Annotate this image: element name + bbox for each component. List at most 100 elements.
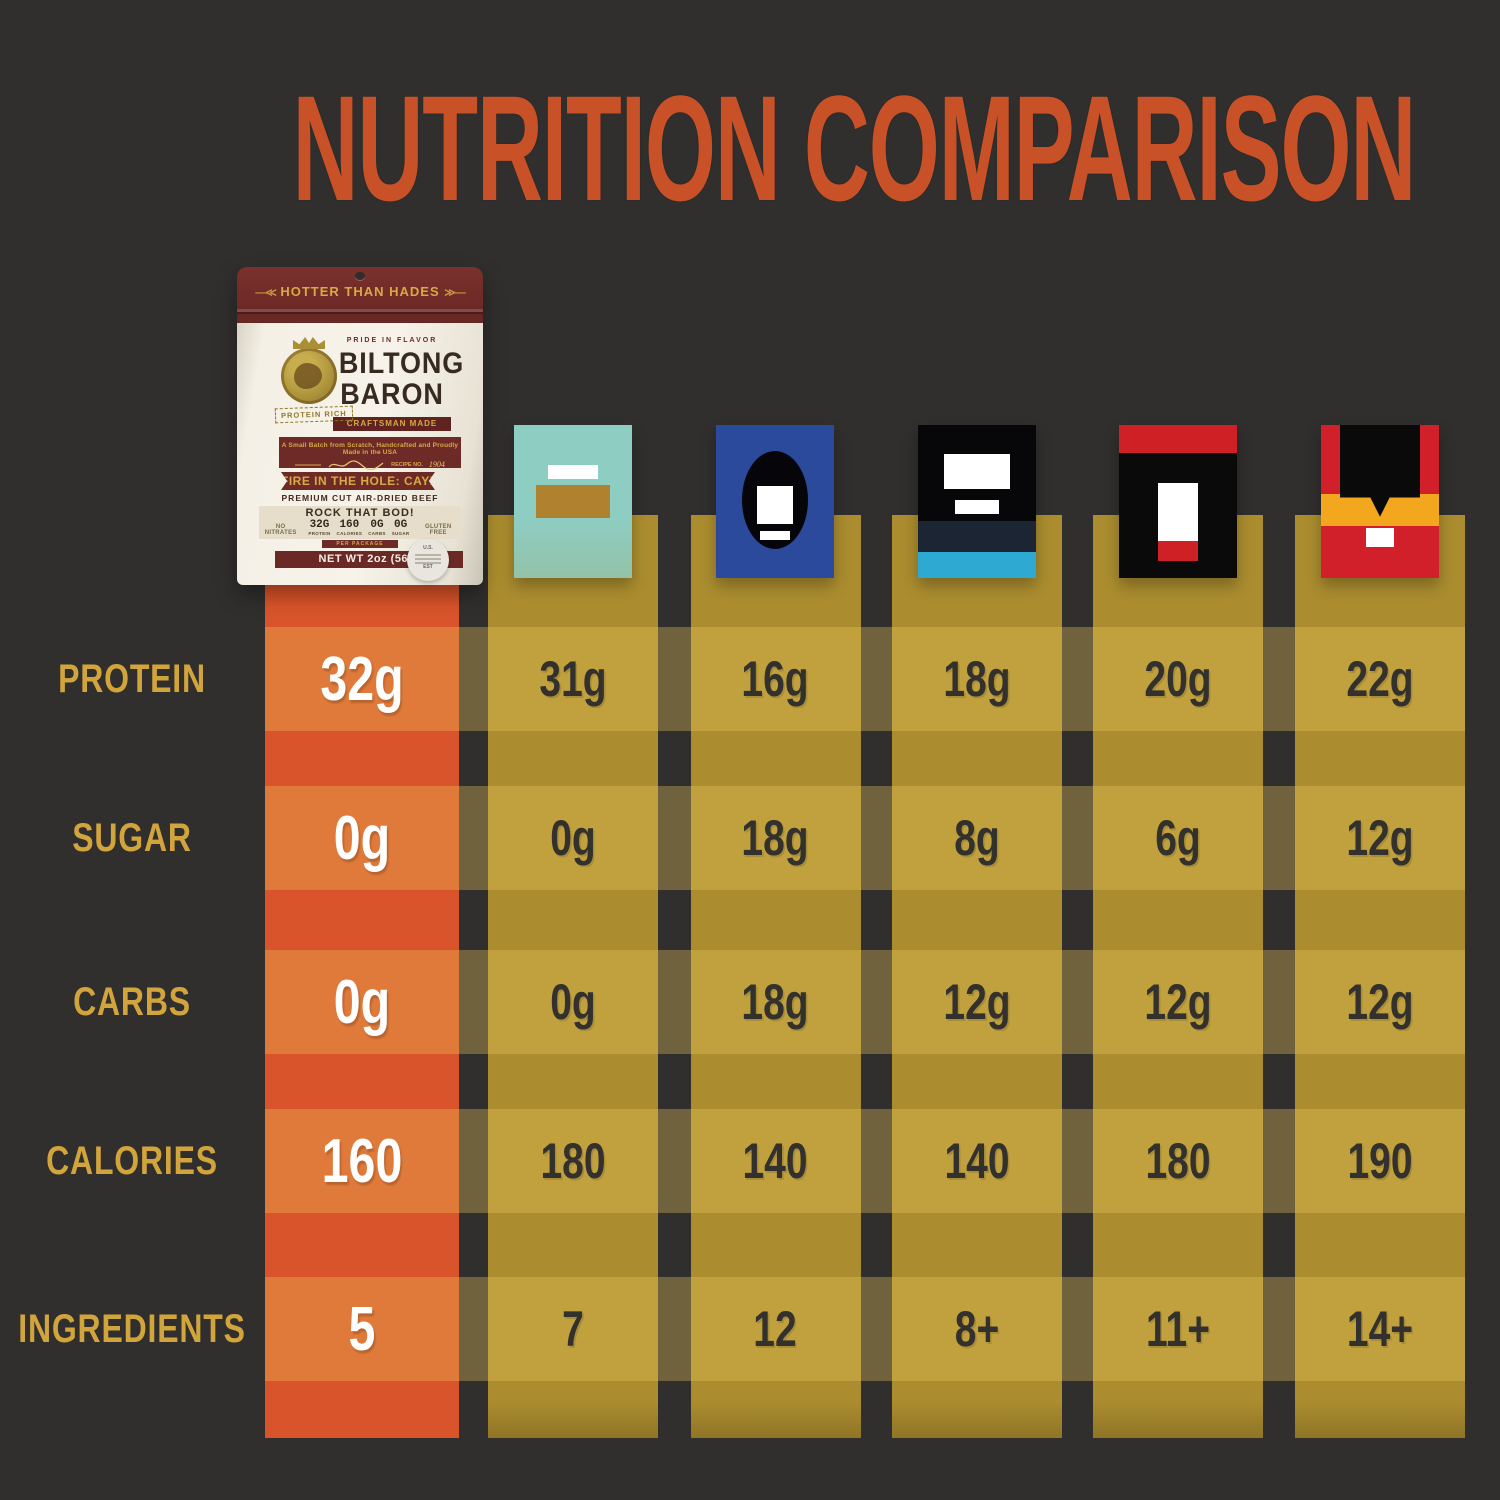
product-bag: —≪ HOTTER THAN HADES ≫— PRIDE IN FLAVOR … bbox=[237, 267, 483, 585]
nutrition-callout-band: ROCK THAT BOD! NO NITRATES 32G PROTEIN 1… bbox=[259, 506, 461, 539]
cell-protein-comp2: 16g bbox=[741, 651, 809, 707]
cell-carbs-comp4: 12g bbox=[1144, 974, 1212, 1030]
cell-calories-comp3: 140 bbox=[944, 1133, 1010, 1189]
row-label-calories: CALORIES bbox=[46, 1138, 218, 1183]
recipe-number: 1904 bbox=[428, 460, 445, 469]
competitor1-window bbox=[536, 484, 610, 519]
cell-calories-comp2: 140 bbox=[742, 1133, 808, 1189]
cell-sugar-comp5: 12g bbox=[1346, 810, 1414, 866]
brand-wordmark-line2: BARON bbox=[340, 378, 444, 411]
competitor3-label-bar bbox=[954, 499, 1000, 514]
left-arrow-ornament-icon: —≪ bbox=[255, 287, 276, 299]
cell-sugar-comp4: 6g bbox=[1155, 810, 1201, 866]
craftsman-made-banner: CRAFTSMAN MADE bbox=[333, 417, 451, 431]
hotter-than-hades-text: HOTTER THAN HADES bbox=[280, 284, 440, 299]
competitor3-label-block bbox=[943, 454, 1011, 490]
cell-calories-product: 160 bbox=[321, 1126, 403, 1196]
cell-ingredients-product: 5 bbox=[348, 1294, 376, 1364]
usda-stamp-line bbox=[415, 553, 441, 556]
cell-ingredients-comp4: 11+ bbox=[1145, 1301, 1211, 1357]
stat-carbs: 0G CARBS bbox=[368, 519, 386, 536]
stat-calories: 160 CALORIES bbox=[336, 519, 363, 536]
cell-calories-comp1: 180 bbox=[540, 1133, 606, 1189]
cell-ingredients-comp3: 8+ bbox=[954, 1301, 1000, 1357]
row-band-sugar bbox=[265, 786, 1465, 890]
cell-carbs-comp2: 18g bbox=[741, 974, 809, 1030]
cell-ingredients-comp2: 12 bbox=[753, 1301, 797, 1357]
zipper-seal bbox=[237, 309, 483, 312]
row-label-carbs: CARBS bbox=[73, 979, 191, 1024]
stat-sugar: 0G SUGAR bbox=[391, 519, 410, 536]
competitor-column-strip-3 bbox=[892, 515, 1062, 1438]
usda-stamp-line bbox=[415, 561, 441, 564]
flavor-ribbon: FIRE IN THE HOLE: CAYENNE bbox=[281, 472, 466, 490]
competitor2-label-block bbox=[757, 486, 793, 525]
nutrition-stats-row: NO NITRATES 32G PROTEIN 160 CALORIES 0G … bbox=[259, 520, 461, 537]
small-batch-text: A Small Batch from Scratch, Handcrafted … bbox=[281, 442, 459, 456]
bag-top-banner: —≪ HOTTER THAN HADES ≫— bbox=[237, 267, 483, 323]
usda-stamp-line bbox=[415, 557, 441, 560]
competitor-bag-teal-icon bbox=[514, 425, 632, 578]
signature-squiggle-icon bbox=[328, 460, 384, 470]
competitor4-window bbox=[1157, 483, 1199, 542]
cell-carbs-comp1: 0g bbox=[550, 974, 596, 1030]
row-label-protein: PROTEIN bbox=[58, 656, 206, 701]
stat-protein: 32G PROTEIN bbox=[308, 519, 331, 536]
competitor-column-strip-2 bbox=[691, 515, 861, 1438]
signature-row: RECIPE NO. 1904 bbox=[279, 459, 461, 470]
usda-stamp-top-text: U.S. bbox=[423, 545, 433, 551]
rock-that-bod-headline: ROCK THAT BOD! bbox=[305, 507, 415, 519]
product-type-text: PREMIUM CUT AIR-DRIED BEEF bbox=[281, 493, 439, 503]
gluten-free-badge: GLUTEN FREE bbox=[425, 524, 452, 536]
cell-carbs-product: 0g bbox=[333, 967, 391, 1037]
protein-rich-stamp: PROTEIN RICH bbox=[274, 405, 354, 424]
page-title: NUTRITION COMPARISON bbox=[292, 64, 1417, 232]
cell-carbs-comp5: 12g bbox=[1346, 974, 1414, 1030]
competitor5-window bbox=[1365, 527, 1395, 548]
right-arrow-ornament-icon: ≫— bbox=[444, 287, 465, 299]
competitor2-label-bar bbox=[759, 530, 791, 540]
cell-calories-comp5: 190 bbox=[1347, 1133, 1413, 1189]
cell-sugar-comp3: 8g bbox=[954, 810, 1000, 866]
cell-protein-comp1: 31g bbox=[539, 651, 607, 707]
small-batch-strip: A Small Batch from Scratch, Handcrafted … bbox=[279, 437, 461, 470]
cell-sugar-product: 0g bbox=[333, 803, 391, 873]
competitor1-label-bar bbox=[548, 464, 598, 479]
usda-inspection-stamp: U.S. EST bbox=[407, 539, 449, 581]
cell-sugar-comp2: 18g bbox=[741, 810, 809, 866]
usda-stamp-bottom-text: EST bbox=[423, 563, 433, 570]
competitor3-navy-band bbox=[918, 521, 1036, 552]
competitor-column-strip-1 bbox=[488, 515, 658, 1438]
bag-top-banner-text: —≪ HOTTER THAN HADES ≫— bbox=[237, 284, 483, 299]
competitor-column-strip-5 bbox=[1295, 515, 1465, 1438]
per-package-chip: PER PACKAGE bbox=[322, 540, 398, 548]
product-column-strip bbox=[265, 585, 459, 1438]
signature-rule bbox=[295, 463, 322, 466]
competitor-bag-blue-icon bbox=[716, 425, 834, 578]
hang-hole bbox=[355, 272, 365, 280]
brand-wordmark-line1: BILTONG bbox=[338, 347, 465, 380]
cell-protein-comp4: 20g bbox=[1144, 651, 1212, 707]
competitor4-red-band bbox=[1119, 425, 1237, 453]
row-label-sugar: SUGAR bbox=[72, 815, 192, 860]
no-nitrates-badge: NO NITRATES bbox=[264, 524, 297, 536]
competitor-bag-black-cyan-icon bbox=[918, 425, 1036, 578]
row-band-calories bbox=[265, 1109, 1465, 1213]
competitor-bag-black-red-icon bbox=[1119, 425, 1237, 578]
row-label-ingredients: INGREDIENTS bbox=[18, 1306, 246, 1351]
recipe-label: RECIPE NO. bbox=[391, 461, 423, 468]
bag-body: PRIDE IN FLAVOR BILTONG BARON CRAFTSMAN … bbox=[237, 323, 483, 585]
competitor4-red-block bbox=[1157, 541, 1199, 562]
cell-protein-comp3: 18g bbox=[943, 651, 1011, 707]
row-band-carbs bbox=[265, 950, 1465, 1054]
competitor3-cyan-band bbox=[918, 551, 1036, 578]
cell-sugar-comp1: 0g bbox=[550, 810, 596, 866]
cell-calories-comp4: 180 bbox=[1145, 1133, 1211, 1189]
cell-carbs-comp3: 12g bbox=[943, 974, 1011, 1030]
row-band-ingredients bbox=[265, 1277, 1465, 1381]
cell-ingredients-comp5: 14+ bbox=[1346, 1301, 1414, 1357]
lion-medallion-icon bbox=[281, 348, 337, 404]
cell-protein-comp5: 22g bbox=[1346, 651, 1414, 707]
row-band-protein bbox=[265, 627, 1465, 731]
